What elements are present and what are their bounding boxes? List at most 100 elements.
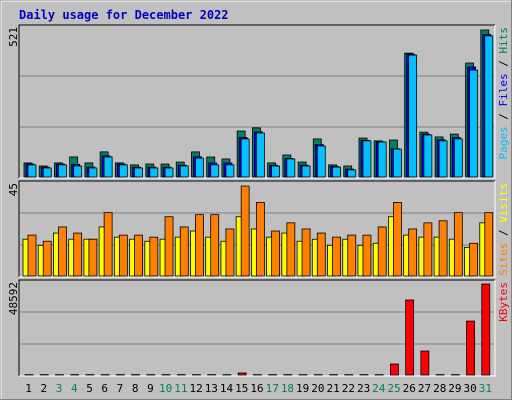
bar (301, 165, 311, 178)
x-tick-label: 24 (372, 382, 386, 395)
bar (438, 220, 448, 277)
bar (240, 138, 250, 178)
legend-label: Sites (497, 243, 510, 276)
bar (237, 372, 247, 376)
x-tick-label: 31 (479, 382, 492, 395)
bar (362, 140, 372, 178)
bar (301, 228, 311, 277)
x-tick-label: 29 (448, 382, 461, 395)
bar (481, 283, 491, 376)
panel-border (18, 180, 495, 277)
x-tick-label: 11 (174, 382, 187, 395)
bar (73, 165, 83, 178)
x-tick-label: 20 (311, 382, 324, 395)
bar (408, 54, 418, 178)
x-tick-label: 21 (327, 382, 340, 395)
panel-border (19, 280, 496, 377)
x-tick-label: 19 (296, 382, 309, 395)
bar (286, 158, 296, 178)
bar (423, 134, 433, 178)
legend: Sites / Visits (497, 183, 510, 276)
legend-label: KBytes (497, 282, 510, 322)
bar (405, 299, 415, 376)
bar (316, 232, 326, 277)
x-tick-label: 17 (266, 382, 279, 395)
bar (164, 167, 174, 178)
legend-label: Pages (497, 126, 510, 159)
bar (469, 69, 478, 178)
bar (453, 212, 463, 277)
x-tick-label: 28 (433, 382, 446, 395)
x-tick-label: 26 (403, 382, 416, 395)
bar (134, 234, 143, 277)
bar (377, 226, 387, 277)
bar (103, 156, 113, 178)
bar (27, 234, 37, 277)
bar (484, 35, 494, 178)
bar (466, 320, 475, 376)
bar (393, 201, 402, 277)
bar (347, 234, 357, 277)
bar (393, 148, 402, 178)
x-tick-label: 6 (101, 382, 108, 395)
x-tick-label: 14 (220, 382, 234, 395)
bar (179, 226, 189, 277)
x-tick-label: 25 (387, 382, 400, 395)
x-tick-label: 27 (418, 382, 431, 395)
panel-border (18, 24, 495, 178)
bar (225, 164, 235, 178)
bar (73, 232, 83, 277)
x-tick-label: 10 (159, 382, 172, 395)
bar (453, 138, 463, 178)
bar (332, 166, 341, 178)
legend-separator: / (497, 54, 510, 74)
bar (149, 167, 159, 178)
bar (179, 165, 189, 178)
bar (164, 216, 174, 277)
bar (286, 222, 296, 277)
y-tick-label: 48592 (7, 282, 20, 315)
x-tick-label: 7 (117, 382, 124, 395)
x-tick-label: 9 (147, 382, 154, 395)
bar (420, 350, 430, 376)
bar (88, 167, 98, 178)
legend-label: Hits (497, 27, 510, 54)
panel-border (19, 181, 496, 278)
bar (255, 132, 265, 178)
bar (390, 363, 399, 376)
x-tick-label: 13 (205, 382, 218, 395)
bar (347, 169, 357, 178)
bar (271, 165, 281, 178)
bar (58, 226, 67, 277)
bar (240, 185, 250, 277)
bar (316, 145, 326, 178)
x-tick-label: 18 (281, 382, 294, 395)
x-tick-label: 15 (235, 382, 248, 395)
legend-label: Visits (497, 183, 510, 223)
bar (377, 141, 387, 178)
bar (210, 164, 220, 178)
x-tick-label: 22 (342, 382, 355, 395)
bar (88, 238, 98, 277)
bar (408, 228, 418, 277)
bar (484, 212, 494, 277)
bar (118, 234, 128, 277)
panel-border (18, 279, 495, 376)
bar (469, 242, 478, 277)
y-tick-label: 521 (7, 27, 20, 47)
bar (118, 164, 128, 178)
x-tick-label: 23 (357, 382, 370, 395)
bar (149, 236, 159, 277)
bar (271, 230, 281, 277)
x-tick-label: 30 (464, 382, 477, 395)
chart-title: Daily usage for December 2022 (19, 8, 229, 22)
bar (58, 164, 67, 178)
x-tick-label: 8 (132, 382, 139, 395)
bar (225, 228, 235, 277)
x-tick-label: 16 (250, 382, 263, 395)
x-tick-label: 3 (56, 382, 63, 395)
bar (210, 214, 220, 277)
bar (134, 167, 143, 178)
